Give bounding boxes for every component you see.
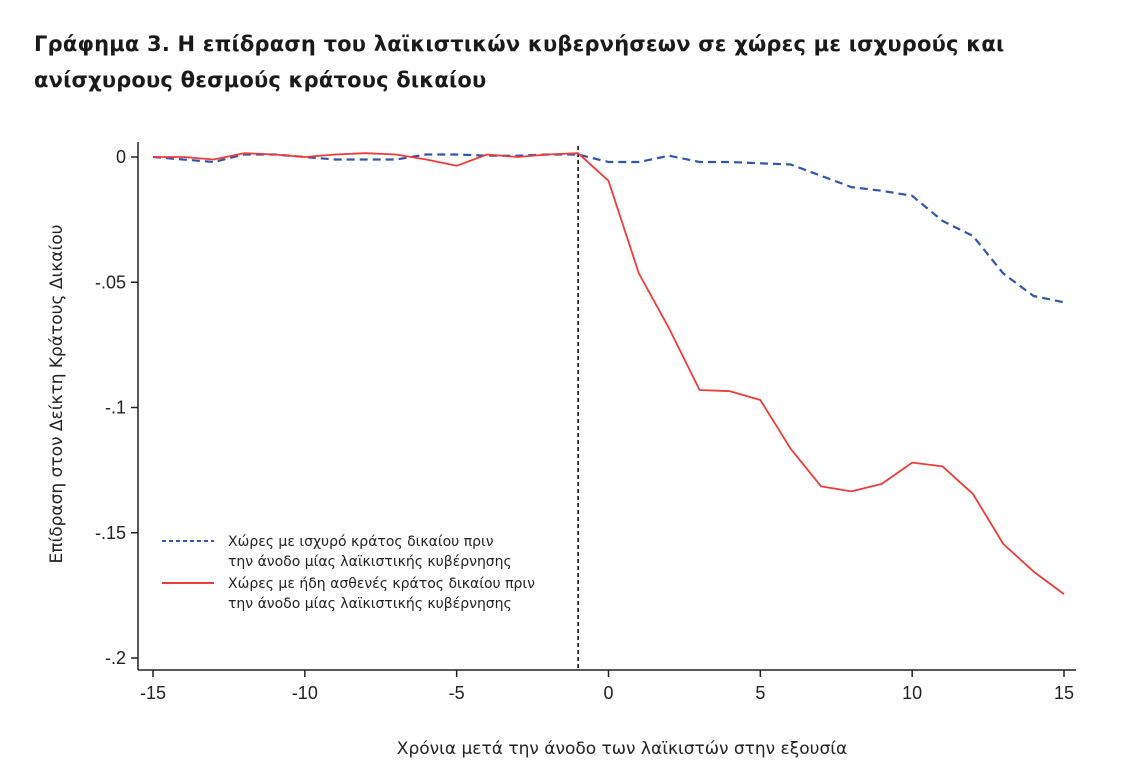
x-axis-label: Χρόνια μετά την άνοδο των λαϊκιστών στην… [397,739,847,759]
y-tick-label: -.15 [95,523,126,543]
x-tick-label: -10 [292,683,318,703]
series-line-weak-rule-of-law [153,152,1065,595]
series-line-strong-rule-of-law [152,153,1065,304]
x-tick-label: 0 [603,683,613,703]
legend-label: Χώρες με ισχυρό κράτος δικαίου πριν [228,534,494,550]
x-tick-label: -15 [140,683,166,703]
legend-label: την άνοδο μίας λαϊκιστικής κυβέρνησης [228,596,512,612]
series-group [152,152,1065,595]
legend: Χώρες με ισχυρό κράτος δικαίου πριν την ά… [162,534,535,612]
y-tick-label: 0 [116,147,126,167]
x-ticks: -15 -10 -5 0 5 10 15 [140,670,1074,703]
y-tick-label: -.1 [105,398,126,418]
x-tick-label: 10 [902,683,922,703]
x-tick-label: -5 [449,683,465,703]
x-tick-label: 5 [755,683,765,703]
legend-label: την άνοδο μίας λαϊκιστικής κυβέρνησης [228,554,512,570]
chart-title: Γράφημα 3. Η επίδραση του λαϊκιστικών κυ… [34,32,1005,92]
y-tick-label: -.2 [105,648,126,668]
axes [137,142,1076,671]
y-tick-label: -.05 [95,272,126,292]
x-tick-label: 15 [1054,683,1074,703]
legend-label: Χώρες με ήδη ασθενές κράτος δικαίου πριν [228,576,535,592]
y-ticks: 0 -.05 -.1 -.15 -.2 [95,147,138,668]
y-axis-label: Επίδραση στον Δείκτη Κράτους Δικαίου [47,225,67,564]
